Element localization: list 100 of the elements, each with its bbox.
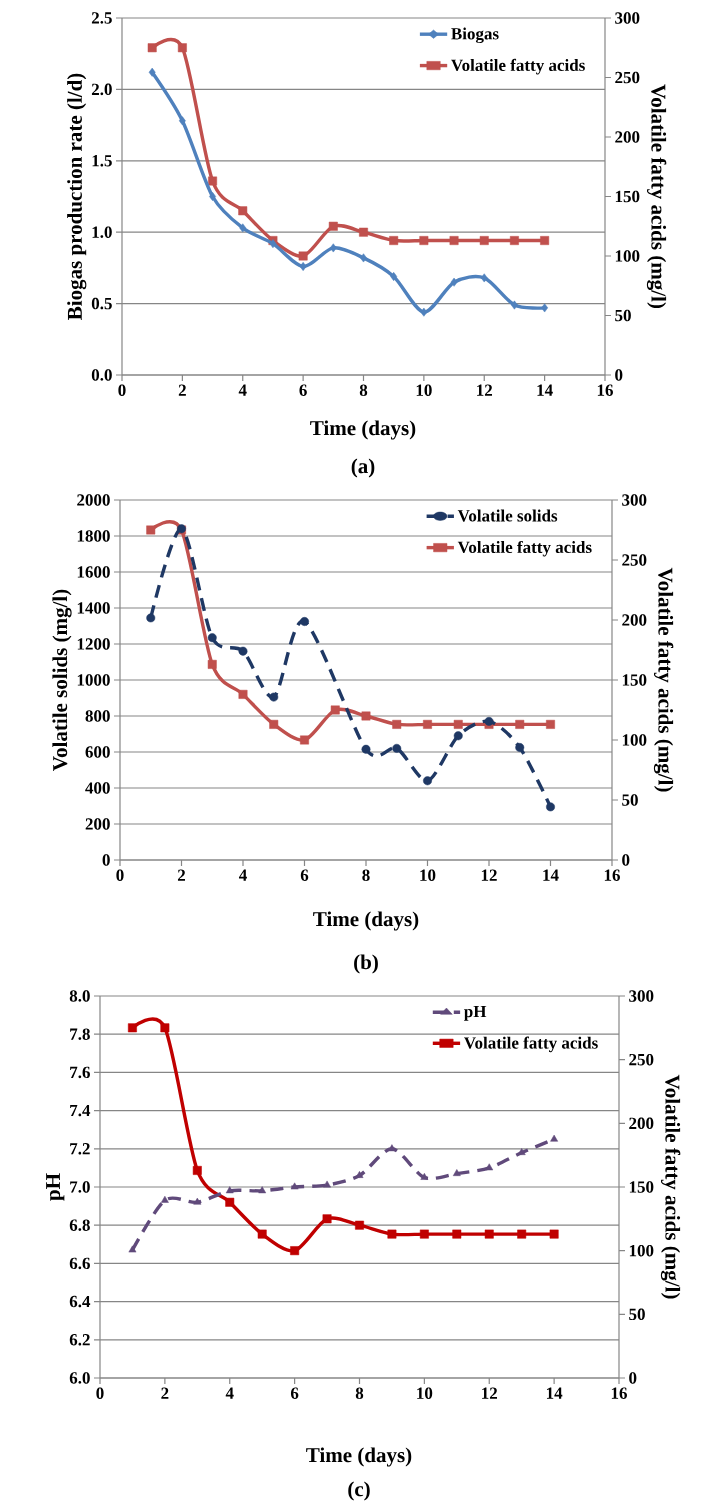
y-tick-label: 6.2 — [69, 1334, 90, 1346]
y2-tick-label: 250 — [622, 554, 647, 566]
y2-tick-label: 150 — [629, 1181, 654, 1193]
y-tick-label: 2.5 — [91, 12, 112, 24]
point — [192, 1165, 202, 1175]
point — [420, 307, 428, 317]
text: (c) — [348, 1481, 370, 1501]
y2-tick-label: 50 — [629, 1308, 645, 1321]
point — [361, 711, 371, 721]
y2-tick-label: 100 — [622, 734, 647, 746]
point — [509, 236, 519, 245]
y2-tick-label: 300 — [629, 990, 654, 1002]
point — [207, 633, 217, 643]
x-tick-label: 16 — [597, 384, 613, 396]
x-tick-label: 16 — [611, 1387, 627, 1399]
point — [258, 1186, 267, 1194]
point — [515, 719, 525, 729]
legend-label: Biogas — [451, 27, 499, 44]
point — [452, 1169, 461, 1176]
x-tick-label: 6 — [300, 869, 309, 881]
x-tick-label: 10 — [420, 869, 436, 881]
y2-tick-label: 200 — [615, 131, 640, 143]
x-tick-label: 8 — [362, 869, 370, 881]
point — [147, 43, 157, 53]
y2-tick-label: 0 — [615, 369, 623, 381]
point — [423, 719, 432, 729]
point — [209, 192, 216, 201]
y-tick-label: 1400 — [77, 602, 110, 614]
point — [160, 1195, 169, 1203]
point — [453, 731, 463, 741]
y-tick-label: 7.4 — [70, 1104, 91, 1117]
point — [485, 1163, 494, 1171]
point — [300, 735, 309, 745]
point — [329, 243, 337, 253]
y-tick-label: 6.6 — [69, 1257, 90, 1270]
y-axis-title: Biogas production rate (l/d) — [67, 73, 87, 320]
point — [423, 776, 432, 786]
point — [392, 719, 402, 729]
x-tick-label: 0 — [116, 869, 124, 881]
x-tick-label: 6 — [299, 384, 307, 396]
x-tick-label: 10 — [416, 384, 432, 396]
point — [392, 743, 402, 753]
y-tick-label: 1800 — [77, 530, 110, 542]
legend-label: pH — [464, 1005, 487, 1021]
x-tick-label: 14 — [546, 1387, 563, 1399]
y-tick-label: 8.0 — [69, 990, 90, 1002]
x-tick-label: 12 — [482, 1387, 498, 1399]
y-axis-title: Volatile solids (mg/l) — [52, 589, 72, 771]
point — [550, 1134, 559, 1142]
point — [360, 253, 367, 263]
point — [546, 802, 555, 812]
y-tick-label: 7.2 — [70, 1143, 90, 1155]
x-axis-title: Time (days) — [310, 420, 416, 440]
x-tick-label: 2 — [177, 869, 186, 881]
x-tick-label: 6 — [290, 1387, 299, 1399]
point — [148, 67, 156, 77]
point — [390, 272, 398, 281]
y-tick-label: 0 — [102, 854, 110, 866]
point — [299, 262, 307, 271]
point — [269, 692, 279, 702]
point — [328, 221, 338, 231]
y2-axis-title: Volatile fatty acids (mg/l) — [660, 1074, 681, 1299]
x-tick-label: 12 — [481, 869, 497, 881]
point — [420, 1172, 429, 1180]
y2-tick-label: 50 — [615, 309, 631, 322]
x-axis-title: Time (days) — [313, 911, 419, 931]
point — [269, 719, 279, 729]
y-tick-label: 6.4 — [69, 1295, 91, 1308]
point — [549, 1229, 559, 1239]
point — [178, 116, 186, 126]
point — [330, 705, 340, 715]
point — [239, 223, 247, 233]
point — [480, 273, 488, 283]
y2-axis-title: Volatile fatty acids (mg/l) — [646, 84, 667, 309]
point — [355, 1220, 364, 1230]
x-tick-label: 4 — [238, 869, 247, 881]
y-tick-label: 6.8 — [69, 1219, 90, 1231]
point — [450, 277, 458, 287]
point — [160, 1023, 170, 1033]
x-tick-label: 10 — [417, 1387, 433, 1399]
point — [419, 236, 429, 245]
point — [290, 1182, 299, 1190]
y2-tick-label: 200 — [622, 614, 647, 626]
point — [517, 1229, 527, 1239]
text: (a) — [351, 458, 375, 478]
y2-tick-label: 100 — [629, 1244, 654, 1257]
point — [355, 1171, 364, 1178]
y-tick-label: 0.5 — [91, 297, 112, 310]
legend-label: Volatile fatty acids — [457, 540, 592, 557]
point — [128, 1245, 137, 1253]
y-tick-label: 7.0 — [70, 1181, 90, 1193]
point — [541, 303, 549, 313]
point — [238, 206, 248, 216]
point — [452, 1229, 462, 1239]
legend-label: Volatile solids — [457, 509, 558, 522]
point — [300, 617, 309, 626]
y-tick-label: 2000 — [77, 494, 110, 506]
y2-tick-label: 200 — [629, 1117, 654, 1130]
point — [515, 743, 525, 752]
point — [225, 1186, 234, 1194]
